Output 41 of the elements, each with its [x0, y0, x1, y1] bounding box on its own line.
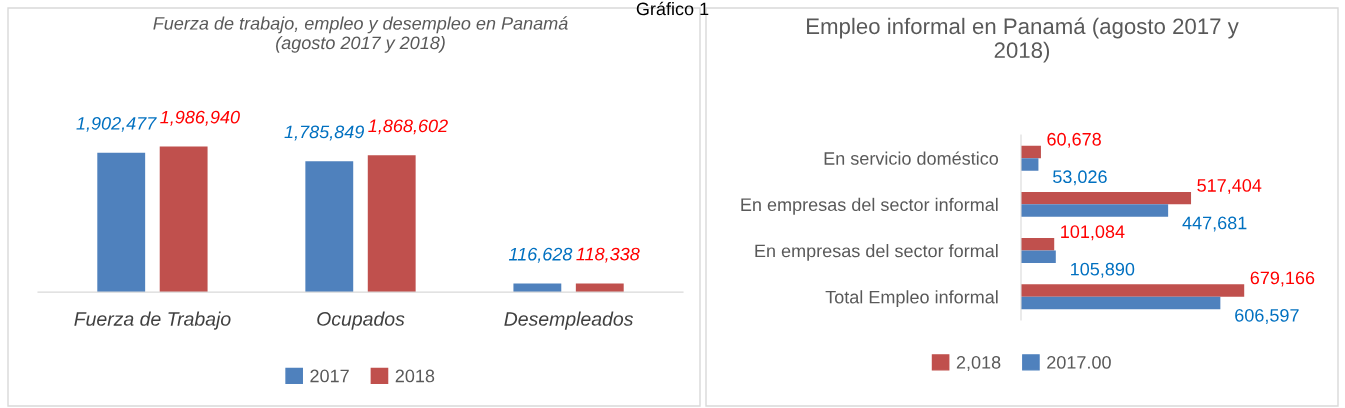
data-label: 679,166 [1250, 271, 1315, 287]
data-label: 116,628 [508, 247, 573, 263]
data-label: 1,902,477 [76, 116, 157, 132]
bar [1021, 204, 1169, 217]
legend-label: 2018 [395, 369, 435, 383]
y-tick-label: En empresas del sector informal [741, 197, 998, 215]
text: Gráfico 1 [636, 1, 709, 16]
data-label: 118,338 [576, 247, 640, 263]
bar [159, 146, 208, 293]
bar [575, 283, 624, 293]
x-tick-label: Desempleados [504, 311, 634, 330]
chart-title: Fuerza de trabajo, empleo y desempleo en Panamá (agosto 2017 y 2018) [153, 16, 568, 53]
chart-title: Empleo informal en Panamá (agosto 2017 y 2018) [807, 17, 1239, 63]
bar [367, 155, 416, 293]
bar [1021, 284, 1245, 297]
data-label: 447,681 [1182, 216, 1247, 232]
bar [1021, 296, 1221, 310]
bar [1021, 158, 1039, 171]
legend-label: 2,018 [956, 356, 1001, 371]
legend-label: 2017.00 [1047, 356, 1111, 369]
legend-label: 2017 [310, 369, 349, 383]
data-label: 606,597 [1235, 308, 1299, 324]
y-tick-label: Total Empleo informal [825, 290, 998, 308]
bar [305, 161, 354, 293]
y-tick-label: En empresas del sector formal [755, 244, 998, 261]
data-label: 60,678 [1047, 132, 1101, 148]
bar [1021, 238, 1055, 251]
y-tick-label: En servicio doméstico [824, 151, 999, 165]
bar [97, 152, 146, 293]
data-label: 1,785,849 [284, 125, 364, 141]
bar [1021, 250, 1056, 264]
bar [1021, 191, 1192, 205]
data-label: 517,404 [1197, 179, 1262, 194]
bar [1021, 145, 1041, 159]
x-tick-label: Fuerza de Trabajo [74, 311, 231, 330]
x-tick-label: Ocupados [317, 311, 405, 330]
data-label: 1,986,940 [160, 110, 240, 126]
data-label: 101,084 [1061, 225, 1125, 241]
data-label: 1,868,602 [368, 119, 448, 135]
data-label: 53,026 [1053, 170, 1107, 186]
data-label: 105,890 [1071, 262, 1135, 278]
